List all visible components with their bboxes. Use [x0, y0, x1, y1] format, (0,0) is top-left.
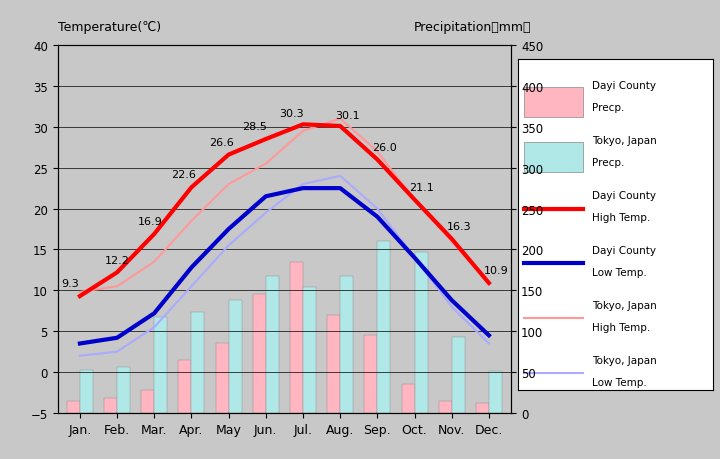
Bar [154, 318, 167, 413]
Bar [438, 401, 451, 413]
Text: 28.5: 28.5 [242, 122, 267, 132]
Bar [451, 337, 464, 413]
Bar [104, 398, 117, 413]
Text: 26.6: 26.6 [209, 137, 233, 147]
Bar [80, 371, 93, 413]
Text: Dayi County: Dayi County [593, 81, 656, 91]
Bar [489, 371, 502, 413]
Text: Dayi County: Dayi County [593, 191, 656, 201]
Bar [215, 344, 229, 413]
Text: 21.1: 21.1 [410, 182, 434, 192]
Text: 30.3: 30.3 [279, 109, 304, 119]
Text: 26.0: 26.0 [372, 142, 397, 152]
Bar [229, 301, 242, 413]
Bar [327, 315, 340, 413]
Bar [253, 295, 266, 413]
Text: Low Temp.: Low Temp. [593, 267, 647, 277]
Bar [290, 262, 303, 413]
Bar [524, 88, 582, 118]
Text: 16.3: 16.3 [447, 222, 472, 231]
Bar [67, 401, 80, 413]
Bar [364, 336, 377, 413]
Text: Tokyo, Japan: Tokyo, Japan [593, 136, 657, 146]
Text: Precp.: Precp. [593, 102, 625, 112]
Text: Temperature(℃): Temperature(℃) [58, 22, 161, 34]
Bar [377, 242, 390, 413]
Bar [179, 360, 192, 413]
Bar [524, 143, 582, 173]
Bar [141, 390, 154, 413]
Text: 30.1: 30.1 [336, 111, 360, 121]
Text: Dayi County: Dayi County [593, 246, 656, 256]
Text: Low Temp.: Low Temp. [593, 377, 647, 387]
Text: 16.9: 16.9 [138, 217, 163, 227]
Text: Tokyo, Japan: Tokyo, Japan [593, 355, 657, 365]
Text: 22.6: 22.6 [171, 170, 197, 180]
Bar [402, 385, 415, 413]
Text: High Temp.: High Temp. [593, 322, 651, 332]
Bar [192, 312, 204, 413]
Text: 10.9: 10.9 [484, 266, 509, 275]
Text: Tokyo, Japan: Tokyo, Japan [593, 301, 657, 310]
Text: 12.2: 12.2 [104, 255, 130, 265]
Bar [340, 276, 354, 413]
Bar [266, 277, 279, 413]
Bar [415, 252, 428, 413]
Text: High Temp.: High Temp. [593, 213, 651, 222]
Bar [303, 287, 316, 413]
Bar [476, 403, 489, 413]
Text: Precp.: Precp. [593, 157, 625, 168]
Text: Precipitation（mm）: Precipitation（mm） [414, 22, 531, 34]
Text: 9.3: 9.3 [62, 279, 79, 289]
Bar [117, 367, 130, 413]
